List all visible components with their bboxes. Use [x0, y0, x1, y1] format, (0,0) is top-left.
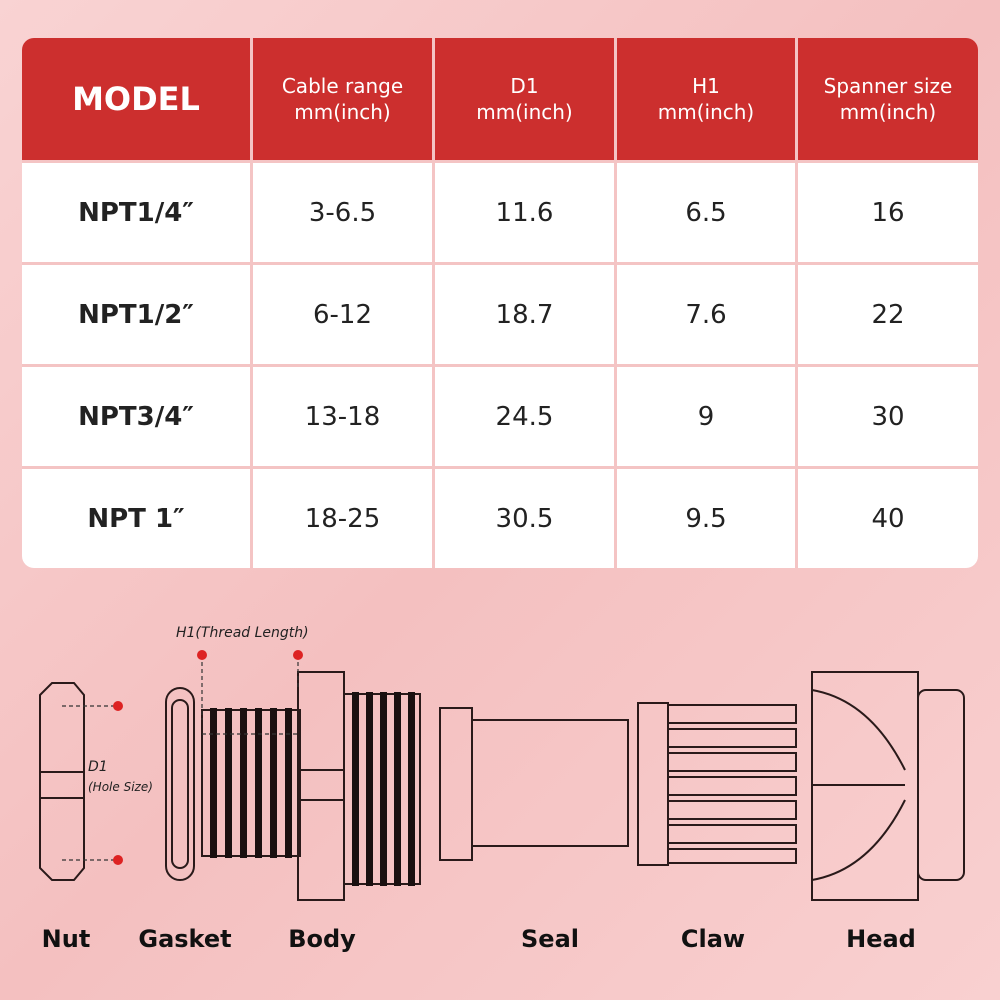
table-cell: 11.6	[435, 163, 614, 262]
table-cell: 6-12	[253, 265, 432, 364]
d1-note: (Hole Size)	[88, 780, 153, 794]
table-cell: NPT1/4″	[22, 163, 250, 262]
table-cell: 18-25	[253, 469, 432, 568]
h1-label: H1(Thread Length)	[176, 625, 309, 641]
part-label: Nut	[42, 925, 91, 953]
part-label: Body	[288, 925, 356, 953]
header-cell: Cable range mm(inch)	[253, 38, 432, 160]
part-label: Seal	[521, 925, 579, 953]
table-cell: 40	[798, 469, 978, 568]
header-cell: H1 mm(inch)	[617, 38, 795, 160]
table-cell: NPT1/2″	[22, 265, 250, 364]
table-cell: 7.6	[617, 265, 795, 364]
table-cell: 9	[617, 367, 795, 466]
header-cell: Spanner size mm(inch)	[798, 38, 978, 160]
d1-label: D1	[88, 759, 108, 775]
table-cell: 6.5	[617, 163, 795, 262]
header-cell: MODEL	[22, 38, 250, 160]
header-cell: D1 mm(inch)	[435, 38, 614, 160]
table-cell: 13-18	[253, 367, 432, 466]
table-cell: 30.5	[435, 469, 614, 568]
body-thread	[201, 709, 301, 857]
table-cell: 30	[798, 367, 978, 466]
part-label: Gasket	[138, 925, 231, 953]
claw-base	[637, 702, 669, 866]
part-label: Head	[846, 925, 916, 953]
table-cell: 3-6.5	[253, 163, 432, 262]
table-cell: 24.5	[435, 367, 614, 466]
seal-ring	[439, 707, 473, 861]
part-label: Claw	[681, 925, 745, 953]
table-cell: 18.7	[435, 265, 614, 364]
table-cell: 22	[798, 265, 978, 364]
table-cell: 16	[798, 163, 978, 262]
spec-table: MODEL Cable range mm(inch) D1 mm(inch) H1 m…	[22, 38, 978, 568]
head-cap	[917, 689, 965, 881]
nut-shape	[39, 682, 85, 881]
body-flange	[297, 671, 345, 901]
table-cell: NPT3/4″	[22, 367, 250, 466]
gasket-shape	[165, 687, 195, 881]
table-cell: 9.5	[617, 469, 795, 568]
seal-tube	[471, 719, 629, 847]
table-cell: NPT 1″	[22, 469, 250, 568]
